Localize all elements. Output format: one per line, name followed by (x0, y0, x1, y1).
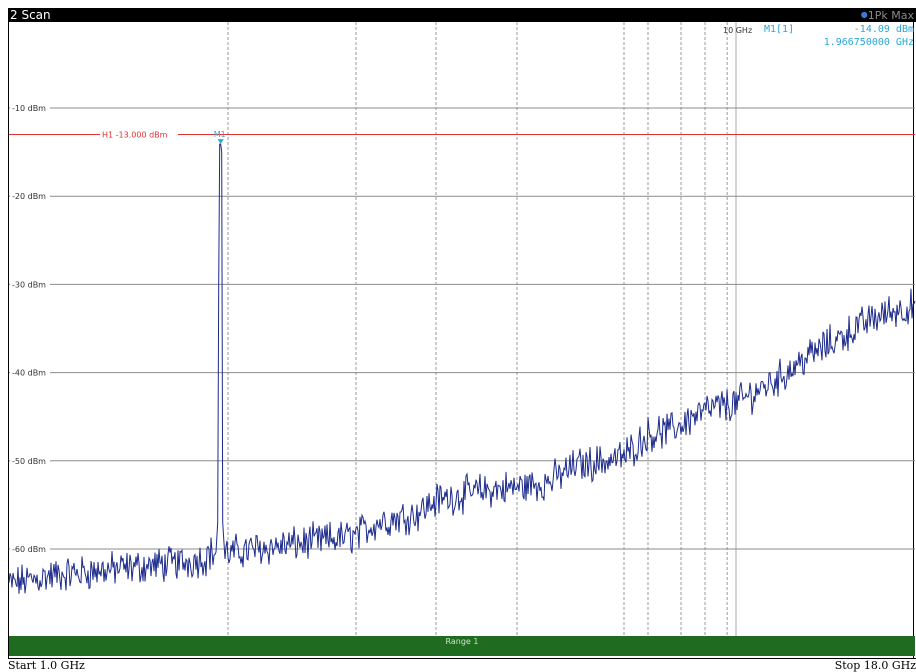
limit-line-label: H1 -13.000 dBm (102, 130, 168, 139)
marker-readout-frequency: 1.966750000 GHz (824, 37, 914, 48)
y-tick-label: -10 dBm (12, 104, 46, 113)
range-bar-label: Range 1 (446, 637, 479, 646)
plot-frame (8, 22, 914, 658)
marker-readout-level: -14.09 dBm (854, 24, 914, 35)
x-marker-label: 10 GHz (723, 26, 752, 35)
frequency-footer: Start 1.0 GHz Stop 18.0 GHz (8, 658, 916, 672)
y-tick-label-background (10, 543, 50, 554)
y-tick-label-background (10, 454, 50, 466)
trace-mode-indicator: ●1Pk Max (861, 8, 914, 23)
trace-mode-label: 1Pk Max (867, 9, 914, 22)
range-bar[interactable] (9, 636, 915, 656)
y-tick-label: -50 dBm (12, 457, 46, 466)
y-tick-label-background (10, 278, 50, 290)
y-tick-label: -60 dBm (12, 545, 46, 554)
y-tick-label: -20 dBm (12, 192, 46, 201)
start-frequency-label: Start 1.0 GHz (8, 659, 85, 672)
limit-line-label-background (100, 129, 178, 140)
window-title: 2 Scan (10, 8, 51, 22)
y-tick-label-background (10, 366, 50, 378)
y-tick-label: -30 dBm (12, 280, 46, 289)
stop-frequency-label: Stop 18.0 GHz (834, 659, 916, 672)
trace-dot-icon: ● (860, 10, 868, 19)
marker-m1-label: M1 (214, 130, 226, 139)
window-title-bar: 2 Scan ●1Pk Max (8, 8, 916, 22)
marker-readout-label: M1[1] (764, 24, 794, 35)
trace-line (8, 143, 916, 594)
y-tick-label-background (10, 190, 50, 202)
marker-m1-triangle[interactable] (217, 139, 224, 145)
y-tick-label: -40 dBm (12, 369, 46, 378)
spectrum-plot[interactable]: -10 dBm -20 dBm -30 dBm -40 dBm -50 dBm -60 d… (0, 0, 916, 658)
y-tick-label-background (10, 102, 50, 113)
